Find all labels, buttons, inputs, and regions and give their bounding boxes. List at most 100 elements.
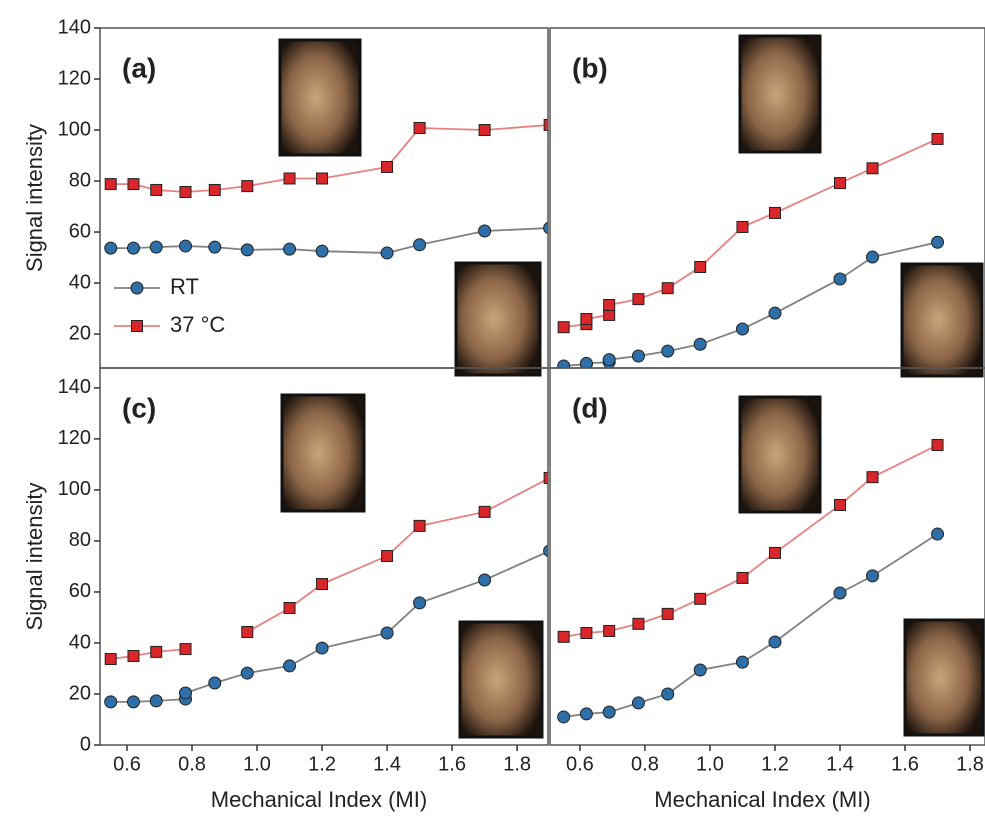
marker (558, 631, 569, 642)
marker (414, 122, 425, 133)
marker (867, 570, 879, 582)
marker (127, 696, 139, 708)
marker (382, 162, 393, 173)
marker (414, 520, 425, 531)
marker (241, 667, 253, 679)
marker (867, 472, 878, 483)
y-tick-label: 0 (80, 733, 91, 755)
marker (151, 184, 162, 195)
x-tick-label: 1.6 (891, 753, 919, 775)
y-tick-label: 60 (69, 580, 91, 602)
marker (150, 695, 162, 707)
inset-image (905, 620, 983, 735)
x-tick-label: 0.6 (566, 753, 594, 775)
marker (737, 572, 748, 583)
marker (316, 642, 328, 654)
inset-image (740, 36, 820, 152)
panel-label: (d) (572, 392, 608, 423)
marker (603, 354, 615, 366)
marker (284, 173, 295, 184)
marker (180, 240, 192, 252)
marker (381, 627, 393, 639)
marker (581, 628, 592, 639)
inset-image (460, 622, 542, 737)
marker (604, 625, 615, 636)
marker (284, 660, 296, 672)
y-tick-label: 80 (69, 169, 91, 191)
marker (381, 247, 393, 259)
marker (316, 245, 328, 257)
marker (867, 163, 878, 174)
marker (737, 221, 748, 232)
panel-label: (a) (122, 52, 156, 83)
legend-label: RT (170, 274, 199, 299)
marker (180, 687, 192, 699)
marker (835, 499, 846, 510)
marker (736, 656, 748, 668)
marker (932, 236, 944, 248)
y-tick-label: 140 (58, 376, 91, 398)
x-tick-label: 1.8 (956, 753, 984, 775)
x-tick-label: 1.4 (826, 753, 854, 775)
marker (604, 309, 615, 320)
marker (694, 664, 706, 676)
marker (867, 251, 879, 263)
y-tick-label: 40 (69, 631, 91, 653)
legend-marker (132, 321, 143, 332)
x-tick-label: 1.2 (308, 753, 336, 775)
inset-image (902, 264, 982, 376)
y-axis-title: Signal intensity (22, 124, 47, 272)
x-tick-label: 1.6 (438, 753, 466, 775)
x-tick-label: 0.8 (631, 753, 659, 775)
marker (242, 627, 253, 638)
marker (662, 345, 674, 357)
marker (695, 593, 706, 604)
inset-image (282, 395, 364, 511)
inset-image (456, 263, 540, 375)
y-tick-label: 120 (58, 67, 91, 89)
marker (604, 299, 615, 310)
marker (479, 506, 490, 517)
y-tick-label: 100 (58, 478, 91, 500)
marker (209, 241, 221, 253)
marker (633, 618, 644, 629)
x-axis-title: Mechanical Index (MI) (654, 787, 870, 812)
marker (632, 350, 644, 362)
marker (662, 283, 673, 294)
marker (382, 550, 393, 561)
marker (180, 187, 191, 198)
marker (151, 646, 162, 657)
x-axis-title: Mechanical Index (MI) (211, 787, 427, 812)
marker (932, 440, 943, 451)
x-tick-label: 1.2 (761, 753, 789, 775)
marker (769, 307, 781, 319)
marker (242, 181, 253, 192)
marker (932, 528, 944, 540)
y-tick-label: 80 (69, 529, 91, 551)
marker (105, 654, 116, 665)
x-tick-label: 0.6 (113, 753, 141, 775)
marker (105, 242, 117, 254)
marker (241, 244, 253, 256)
marker (769, 207, 780, 218)
marker (479, 574, 491, 586)
y-tick-label: 40 (69, 271, 91, 293)
x-tick-label: 1.4 (373, 753, 401, 775)
y-tick-label: 140 (58, 16, 91, 38)
marker (127, 242, 139, 254)
y-tick-label: 20 (69, 322, 91, 344)
x-tick-label: 1.0 (243, 753, 271, 775)
y-tick-label: 120 (58, 427, 91, 449)
inset-image (740, 397, 820, 512)
panel-label: (c) (122, 392, 156, 423)
marker (558, 711, 570, 723)
marker (317, 173, 328, 184)
marker (580, 708, 592, 720)
marker (105, 179, 116, 190)
marker (632, 697, 644, 709)
marker (769, 547, 780, 558)
x-tick-label: 1.0 (696, 753, 724, 775)
marker (284, 603, 295, 614)
marker (128, 179, 139, 190)
marker (414, 597, 426, 609)
